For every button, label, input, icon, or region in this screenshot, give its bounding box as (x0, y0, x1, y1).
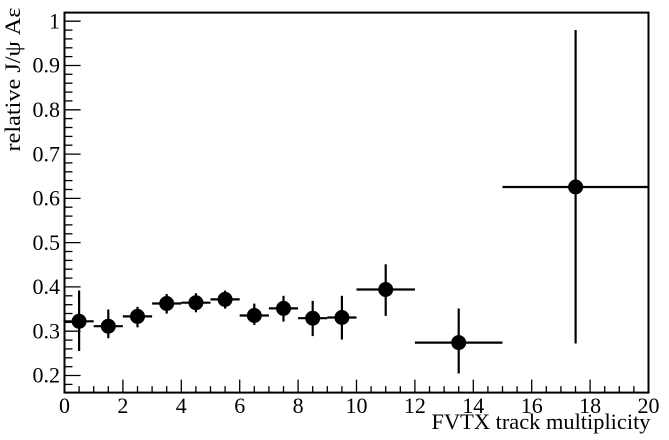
svg-text:6: 6 (234, 393, 245, 418)
svg-text:0.9: 0.9 (33, 53, 61, 78)
svg-text:2: 2 (117, 393, 128, 418)
svg-text:20: 20 (638, 393, 660, 418)
svg-text:12: 12 (404, 393, 426, 418)
svg-text:0.8: 0.8 (33, 97, 61, 122)
svg-text:1: 1 (49, 8, 60, 33)
svg-text:16: 16 (521, 393, 543, 418)
svg-text:18: 18 (579, 393, 601, 418)
svg-text:0.4: 0.4 (33, 274, 61, 299)
svg-text:0.7: 0.7 (33, 141, 61, 166)
svg-text:0.5: 0.5 (33, 230, 61, 255)
svg-text:8: 8 (293, 393, 304, 418)
svg-text:4: 4 (176, 393, 187, 418)
svg-text:14: 14 (462, 393, 484, 418)
svg-text:0.3: 0.3 (33, 318, 61, 343)
svg-text:FVTX track multiplicity: FVTX track multiplicity (432, 409, 651, 434)
svg-text:relative J/ψ Aε: relative J/ψ Aε (0, 8, 25, 152)
svg-text:0.2: 0.2 (33, 363, 61, 388)
svg-text:0: 0 (59, 393, 70, 418)
svg-text:10: 10 (346, 393, 368, 418)
svg-text:0.6: 0.6 (33, 186, 61, 211)
